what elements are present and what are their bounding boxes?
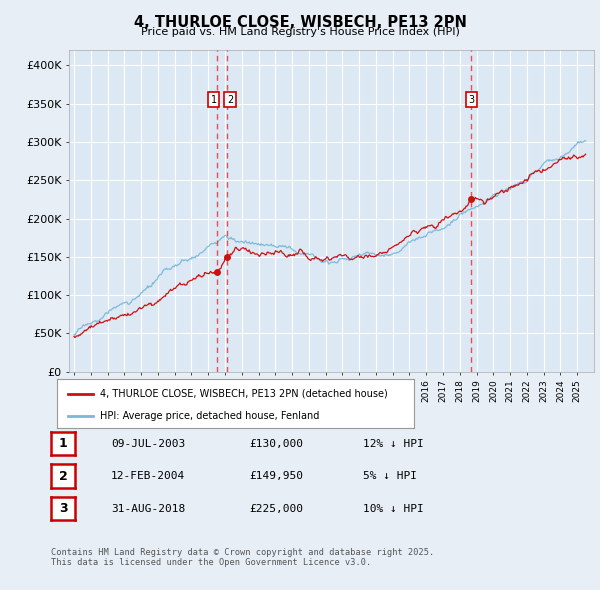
Text: This data is licensed under the Open Government Licence v3.0.: This data is licensed under the Open Gov… [51, 558, 371, 567]
Text: 5% ↓ HPI: 5% ↓ HPI [363, 471, 417, 481]
Text: 1: 1 [211, 95, 217, 105]
Text: Contains HM Land Registry data © Crown copyright and database right 2025.: Contains HM Land Registry data © Crown c… [51, 548, 434, 556]
Text: £130,000: £130,000 [249, 439, 303, 448]
Text: HPI: Average price, detached house, Fenland: HPI: Average price, detached house, Fenl… [100, 411, 319, 421]
Text: 1: 1 [59, 437, 67, 450]
Text: £225,000: £225,000 [249, 504, 303, 513]
Text: 12% ↓ HPI: 12% ↓ HPI [363, 439, 424, 448]
Text: 2: 2 [227, 95, 233, 105]
Text: 31-AUG-2018: 31-AUG-2018 [111, 504, 185, 513]
Text: Price paid vs. HM Land Registry's House Price Index (HPI): Price paid vs. HM Land Registry's House … [140, 27, 460, 37]
Text: 12-FEB-2004: 12-FEB-2004 [111, 471, 185, 481]
Text: 4, THURLOE CLOSE, WISBECH, PE13 2PN: 4, THURLOE CLOSE, WISBECH, PE13 2PN [134, 15, 466, 30]
Text: 2: 2 [59, 470, 67, 483]
Text: 10% ↓ HPI: 10% ↓ HPI [363, 504, 424, 513]
Text: 09-JUL-2003: 09-JUL-2003 [111, 439, 185, 448]
Text: 3: 3 [59, 502, 67, 515]
Text: 4, THURLOE CLOSE, WISBECH, PE13 2PN (detached house): 4, THURLOE CLOSE, WISBECH, PE13 2PN (det… [100, 389, 388, 399]
Text: £149,950: £149,950 [249, 471, 303, 481]
Text: 3: 3 [468, 95, 474, 105]
